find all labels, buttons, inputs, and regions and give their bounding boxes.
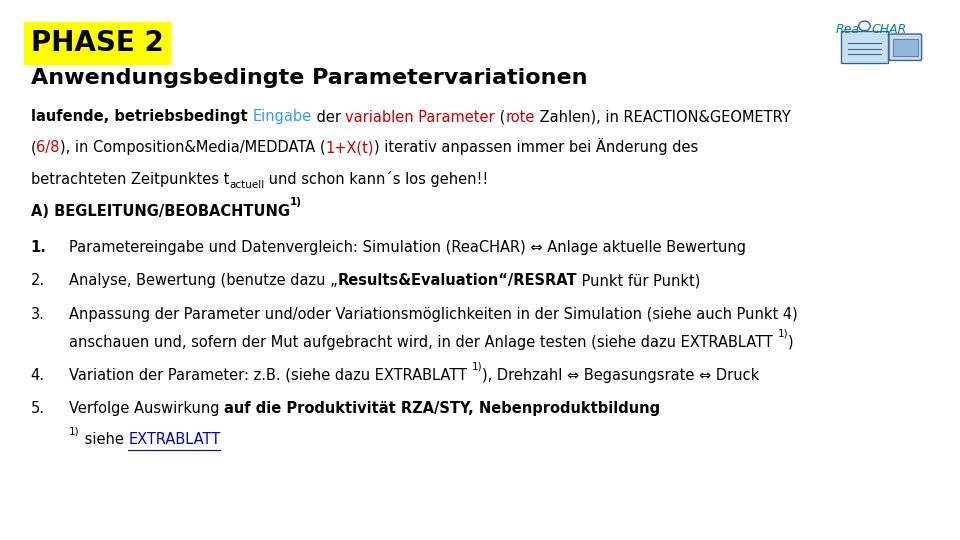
Text: Parametereingabe und Datenvergleich: Simulation (ReaCHAR) ⇔ Anlage aktuelle Bewe: Parametereingabe und Datenvergleich: Sim… — [69, 240, 746, 255]
Text: 1): 1) — [778, 329, 788, 339]
Text: und schon kann´s los gehen!!: und schon kann´s los gehen!! — [264, 171, 489, 187]
Text: rote: rote — [505, 110, 535, 125]
Text: auf die Produktivität RZA/STY, Nebenproduktbildung: auf die Produktivität RZA/STY, Nebenprod… — [225, 401, 660, 416]
Text: CHAR: CHAR — [872, 23, 907, 36]
Text: anschauen und, sofern der Mut aufgebracht wird, in der Anlage testen (siehe dazu: anschauen und, sofern der Mut aufgebrach… — [69, 335, 778, 350]
Text: der: der — [312, 110, 346, 125]
Text: (: ( — [31, 140, 36, 156]
Text: ): ) — [788, 335, 794, 350]
Text: 5.: 5. — [31, 401, 45, 416]
Text: betrachteten Zeitpunktes t: betrachteten Zeitpunktes t — [31, 172, 229, 187]
Text: actuell: actuell — [229, 180, 264, 190]
Text: Zahlen), in REACTION&GEOMETRY: Zahlen), in REACTION&GEOMETRY — [535, 110, 790, 125]
Text: 2.: 2. — [31, 273, 45, 288]
Text: ), Drehzahl ⇔ Begasungsrate ⇔ Druck: ), Drehzahl ⇔ Begasungsrate ⇔ Druck — [482, 368, 759, 383]
Text: (: ( — [494, 110, 505, 125]
Text: Punkt für Punkt): Punkt für Punkt) — [578, 273, 701, 288]
Text: Eingabe: Eingabe — [252, 110, 312, 125]
Text: 1.: 1. — [31, 240, 47, 255]
Text: Rea: Rea — [835, 23, 859, 36]
Text: Results&Evaluation“/RESRAT: Results&Evaluation“/RESRAT — [338, 273, 578, 288]
Text: Verfolge Auswirkung: Verfolge Auswirkung — [69, 401, 225, 416]
Text: siehe: siehe — [80, 432, 129, 447]
Text: 4.: 4. — [31, 368, 45, 383]
Text: 6/8: 6/8 — [36, 140, 60, 156]
Text: A) BEGLEITUNG/BEOBACHTUNG: A) BEGLEITUNG/BEOBACHTUNG — [31, 204, 290, 219]
Text: 1): 1) — [69, 426, 80, 436]
Text: 1+X(t): 1+X(t) — [325, 140, 374, 156]
Text: Analyse, Bewertung (benutze dazu „: Analyse, Bewertung (benutze dazu „ — [69, 273, 338, 288]
Text: PHASE 2: PHASE 2 — [31, 29, 163, 57]
Text: Variation der Parameter: z.B. (siehe dazu EXTRABLATT: Variation der Parameter: z.B. (siehe daz… — [69, 368, 471, 383]
Text: Anwendungsbedingte Parametervariationen: Anwendungsbedingte Parametervariationen — [31, 68, 588, 87]
Text: 1): 1) — [471, 362, 482, 372]
Text: 1): 1) — [290, 197, 301, 207]
Text: Anpassung der Parameter und/oder Variationsmöglichkeiten in der Simulation (sieh: Anpassung der Parameter und/oder Variati… — [69, 307, 798, 322]
Text: variablen Parameter: variablen Parameter — [346, 110, 494, 125]
Text: laufende, betriebsbedingt: laufende, betriebsbedingt — [31, 110, 252, 125]
Text: ) iterativ anpassen immer bei Änderung des: ) iterativ anpassen immer bei Änderung d… — [374, 138, 698, 156]
Text: 3.: 3. — [31, 307, 44, 322]
Text: EXTRABLATT: EXTRABLATT — [129, 432, 221, 447]
Text: ), in Composition&Media/MEDDATA (: ), in Composition&Media/MEDDATA ( — [60, 140, 325, 156]
